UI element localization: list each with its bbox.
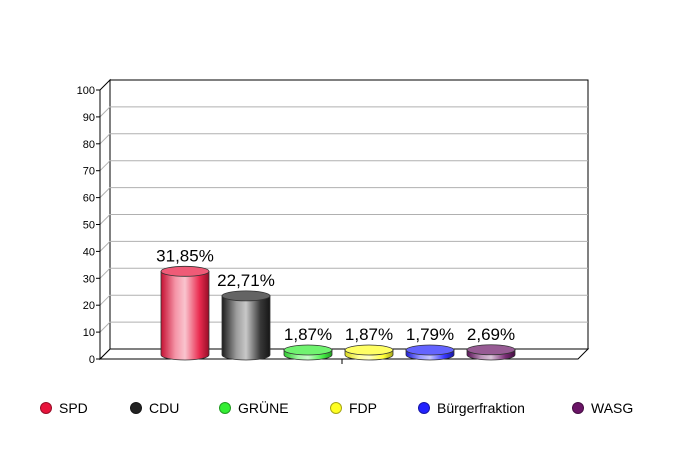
- data-label: 1,87%: [345, 325, 393, 344]
- y-tick-label: 30: [83, 273, 95, 285]
- bar-top: [283, 344, 333, 356]
- data-label: 1,87%: [284, 325, 332, 344]
- data-label: 1,79%: [406, 325, 454, 344]
- legend-swatch: [572, 402, 584, 414]
- y-tick-label: 10: [83, 327, 95, 339]
- bar-bürgerfraktion: [405, 344, 455, 361]
- y-tick-label: 20: [83, 300, 95, 312]
- y-tick-label: 50: [83, 220, 95, 232]
- bar-grüne: [283, 344, 333, 361]
- gridline: [99, 240, 588, 252]
- grid-lines: [99, 106, 588, 333]
- legend-label: GRÜNE: [238, 400, 289, 416]
- bar-cdu: [221, 290, 271, 361]
- legend-item: GRÜNE: [219, 400, 289, 416]
- y-tick-label: 90: [83, 112, 95, 124]
- bar-body: [160, 270, 210, 361]
- y-tick-label: 100: [77, 85, 95, 97]
- bar-top: [344, 344, 394, 356]
- bar-spd: [160, 265, 210, 361]
- gridline: [99, 187, 588, 198]
- y-tick-label: 80: [83, 139, 95, 151]
- bar-top: [160, 265, 210, 277]
- gridline: [99, 321, 588, 333]
- legend-item: SPD: [40, 400, 88, 416]
- bars: [160, 265, 516, 361]
- legend-item: CDU: [130, 400, 179, 416]
- gridline: [99, 214, 588, 225]
- bar-body: [221, 295, 271, 361]
- y-tick-label: 0: [89, 354, 95, 366]
- legend-item: Bürgerfraktion: [418, 400, 525, 416]
- y-tick-label: 40: [83, 246, 95, 258]
- data-label: 31,85%: [156, 246, 214, 265]
- legend-label: CDU: [149, 400, 180, 416]
- legend-swatch: [330, 402, 342, 414]
- data-label: 2,69%: [467, 325, 515, 344]
- y-tick-label: 60: [83, 193, 95, 205]
- legend-swatch: [130, 402, 142, 414]
- legend-label: WASG: [591, 400, 634, 416]
- gridline: [99, 294, 588, 306]
- gridline: [99, 106, 588, 118]
- legend-swatch: [40, 402, 52, 414]
- legend-label: SPD: [59, 400, 88, 416]
- legend-swatch: [219, 402, 231, 414]
- bar-fdp: [344, 344, 394, 361]
- legend-swatch: [418, 402, 430, 414]
- legend-label: Bürgerfraktion: [437, 400, 525, 416]
- legend-item: FDP: [330, 400, 377, 416]
- bar-top: [466, 344, 516, 356]
- bar-top: [405, 344, 455, 356]
- gridline: [99, 133, 588, 145]
- bar-top: [221, 290, 271, 302]
- legend-label: FDP: [349, 400, 377, 416]
- gridline: [99, 267, 588, 279]
- legend: SPD CDU GRÜNE FDP Bürgerfraktion WASG: [0, 400, 678, 422]
- y-axis: 0 10 20 30 40 50 60 70 80 90 100: [77, 85, 101, 366]
- y-tick-label: 70: [83, 166, 95, 178]
- legend-item: WASG: [572, 400, 633, 416]
- data-labels: 31,85%22,71% 1,87% 1,87% 1,79% 2,69%: [156, 246, 515, 344]
- data-label: 22,71%: [217, 271, 275, 290]
- gridline: [99, 160, 588, 172]
- bar-wasg: [466, 344, 516, 361]
